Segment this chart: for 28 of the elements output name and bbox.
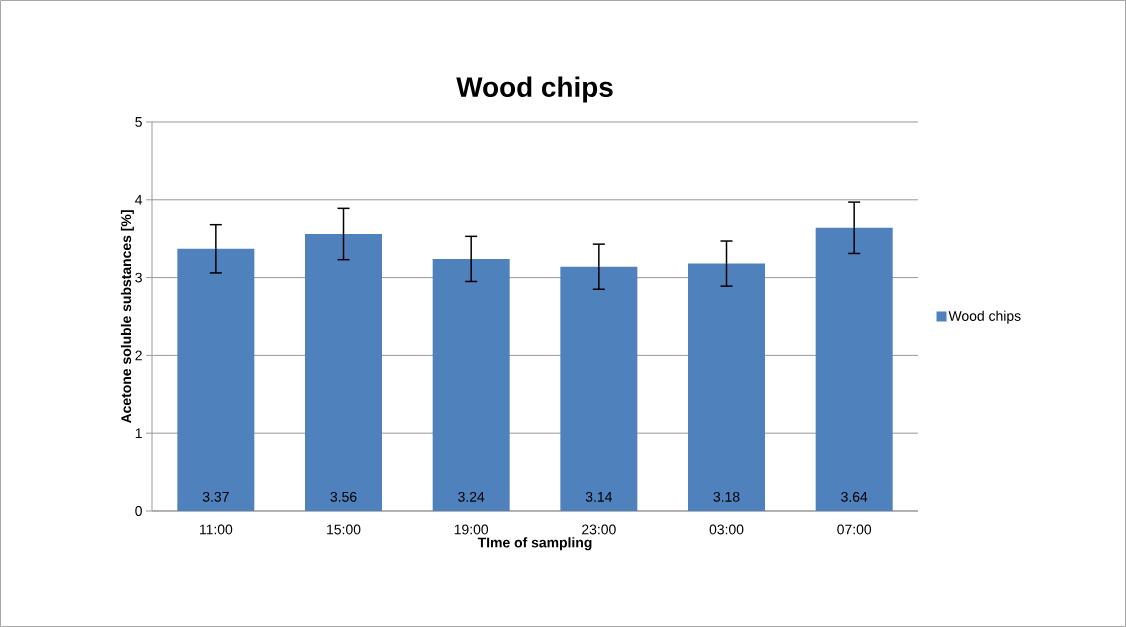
- x-tick-label: 23:00: [582, 524, 616, 535]
- y-axis-title: Acetone soluble substances [%]: [120, 210, 134, 424]
- data-label: 3.64: [841, 491, 868, 502]
- data-label: 3.24: [458, 491, 485, 502]
- x-tick-label: 03:00: [709, 524, 744, 535]
- data-label: 3.56: [330, 491, 357, 502]
- x-tick-label: 19:00: [454, 524, 489, 535]
- legend-label: Wood chips: [948, 310, 1021, 324]
- data-label: 3.14: [585, 491, 612, 502]
- y-tick-label: 2: [135, 350, 142, 361]
- bar: [432, 258, 510, 511]
- bar: [815, 227, 893, 511]
- chart-title: Wood chips: [456, 76, 613, 103]
- bar: [177, 248, 255, 511]
- bar: [305, 234, 383, 511]
- x-axis-title: TIme of sampling: [477, 537, 592, 551]
- x-tick-label: 07:00: [837, 524, 872, 535]
- x-tick-label: 15:00: [327, 524, 361, 535]
- data-label: 3.37: [202, 491, 229, 502]
- data-label: 3.18: [713, 491, 740, 502]
- x-tick-label: 11:00: [199, 524, 233, 535]
- bar: [688, 263, 766, 511]
- y-tick-label: 0: [135, 506, 142, 516]
- y-tick-label: 3: [135, 272, 142, 283]
- y-tick-label: 5: [135, 117, 142, 127]
- y-tick-label: 1: [135, 428, 142, 438]
- y-tick-label: 4: [135, 194, 143, 205]
- bar: [560, 266, 638, 511]
